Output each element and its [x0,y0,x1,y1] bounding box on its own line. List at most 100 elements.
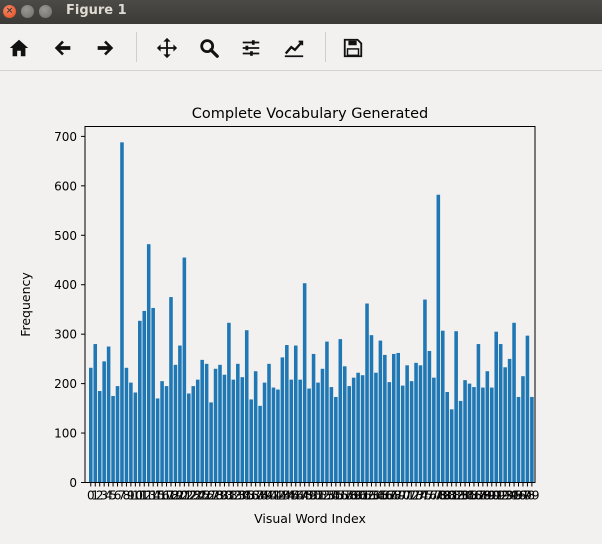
bar [396,352,400,483]
x-tick-label: 32 [226,489,241,503]
bar [97,391,102,483]
bar [280,357,285,483]
x-tick-label: 65 [373,489,388,503]
x-tick-label: 90 [484,489,499,503]
bar [391,353,396,483]
x-tick-label: 87 [471,489,486,503]
x-axis-label: Visual Word Index [254,511,366,526]
x-tick-label: 15 [150,489,165,503]
bar [124,367,129,483]
bar [409,381,414,483]
bar [102,361,106,483]
x-tick-label: 7 [118,489,126,503]
x-tick-label: 66 [377,489,392,503]
bar [285,345,289,483]
y-tick-label: 700 [54,130,77,144]
toolbar-separator [136,32,137,62]
x-tick-label: 70 [395,489,410,503]
bar [106,346,111,483]
x-tick-label: 94 [502,489,517,503]
x-tick-label: 14 [146,489,161,503]
bar [187,393,191,483]
chart-title: Complete Vocabulary Generated [192,106,428,122]
x-tick-label: 93 [498,489,513,503]
bar [302,283,307,483]
bar [507,358,512,483]
bar [169,297,173,483]
zoom-button[interactable] [196,35,222,61]
x-tick-label: 69 [391,489,406,503]
x-tick-label: 24 [190,489,205,503]
x-tick-label: 99 [524,489,539,503]
x-tick-label: 46 [288,489,303,503]
bar [271,387,276,483]
bar [111,395,115,483]
x-tick-label: 49 [301,489,316,503]
edit-axes-button[interactable] [281,35,307,61]
bar [356,372,360,483]
bar [490,387,494,483]
x-tick-label: 8 [123,489,131,503]
x-tick-label: 47 [293,489,308,503]
x-tick-label: 16 [154,489,169,503]
bar [133,392,138,483]
bar [405,365,409,483]
bar [351,377,356,483]
subplots-button[interactable] [238,35,264,61]
bar [440,330,445,483]
bars-group [89,142,534,483]
bar [307,388,311,483]
bar [129,382,133,483]
bar [458,400,463,483]
bar [191,386,196,483]
axes-frame [84,126,536,483]
x-tick-label: 57 [337,489,352,503]
bar [338,339,343,483]
x-tick-label: 48 [297,489,312,503]
bar [329,387,334,483]
home-icon [9,39,29,57]
bar [258,405,262,483]
x-tick-label: 84 [457,489,472,503]
y-tick-label: 200 [54,377,77,391]
x-tick-label: 60 [350,489,365,503]
x-tick-label: 12 [137,489,152,503]
bar [325,341,329,483]
pan-button[interactable] [154,35,180,61]
bar [383,354,387,483]
x-tick-label: 18 [163,489,178,503]
x-tick-label: 58 [342,489,357,503]
bar [360,375,365,483]
x-tick-label: 73 [408,489,423,503]
close-window-button[interactable]: × [3,5,16,18]
x-tick-label: 88 [475,489,490,503]
bar [347,386,351,483]
back-button[interactable] [50,35,76,61]
bar [115,386,120,483]
home-button[interactable] [6,35,32,61]
bar [378,340,383,483]
x-tick-label: 25 [195,489,210,503]
bar [209,402,213,483]
status-bar [0,531,602,544]
sliders-icon [242,40,260,56]
maximize-window-button[interactable] [39,5,52,18]
bar [436,194,441,483]
x-tick-label: 75 [417,489,432,503]
x-tick-label: 78 [431,489,446,503]
x-tick-label: 76 [422,489,437,503]
minimize-window-button[interactable] [21,5,34,18]
save-button[interactable] [340,35,366,61]
x-tick-label: 0 [87,489,95,503]
bar [342,366,347,483]
y-tick-label: 100 [54,427,77,441]
x-tick-label: 34 [235,489,250,503]
bar [249,399,253,483]
x-tick-label: 82 [448,489,463,503]
figure-canvas[interactable]: Complete Vocabulary Generated 0 100 200 300… [0,71,602,531]
x-tick-label: 23 [186,489,201,503]
bar [93,344,98,483]
bar [521,376,525,483]
bar [481,387,485,483]
forward-button[interactable] [92,35,118,61]
